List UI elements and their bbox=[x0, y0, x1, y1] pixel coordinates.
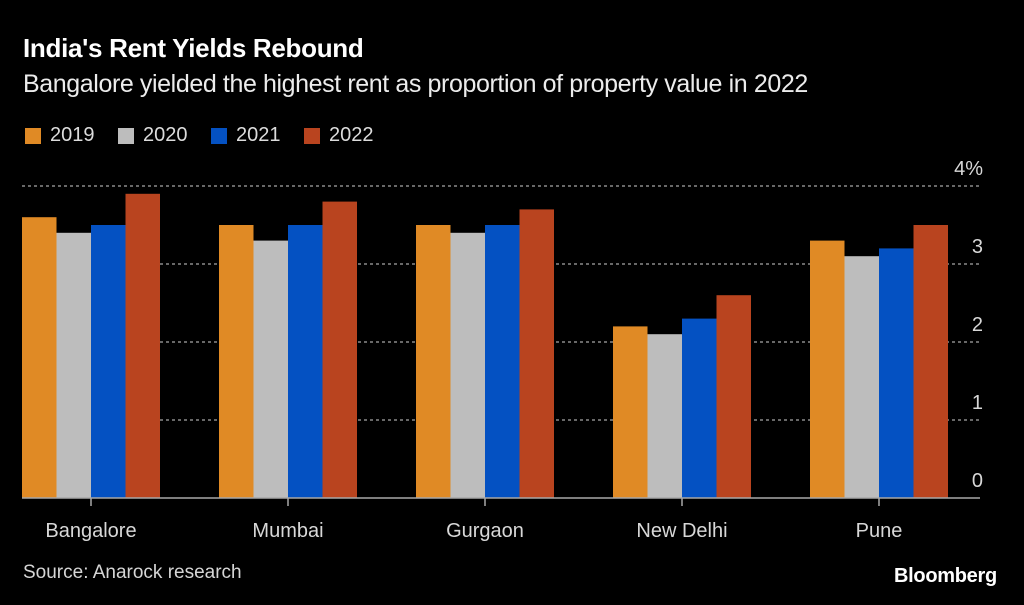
bar-mumbai-2019 bbox=[219, 225, 254, 498]
bar-bangalore-2020 bbox=[56, 232, 91, 499]
source-note: Source: Anarock research bbox=[23, 562, 242, 583]
y-tick-label-3: 3 bbox=[972, 236, 983, 258]
bar-mumbai-2020 bbox=[253, 240, 288, 498]
chart-subtitle: Bangalore yielded the highest rent as pr… bbox=[23, 70, 808, 98]
bar-bangalore-2022 bbox=[125, 193, 160, 499]
y-tick-label-1: 1 bbox=[972, 392, 983, 414]
x-tick-label-pune: Pune bbox=[856, 520, 903, 542]
x-tick-label-mumbai: Mumbai bbox=[252, 520, 323, 542]
legend-item-2019: 2019 bbox=[25, 124, 118, 147]
legend-swatch-2022 bbox=[304, 127, 320, 144]
legend-item-2020: 2020 bbox=[118, 124, 211, 147]
bar-new-delhi-2021 bbox=[682, 318, 717, 498]
bar-bangalore-2019 bbox=[22, 217, 57, 498]
bar-pune-2020 bbox=[844, 256, 879, 498]
legend-label-2019: 2019 bbox=[50, 124, 95, 146]
bar-gurgaon-2022 bbox=[519, 209, 554, 498]
y-tick-label-0: 0 bbox=[972, 470, 983, 492]
x-tick-label-gurgaon: Gurgaon bbox=[446, 520, 524, 542]
bar-new-delhi-2022 bbox=[716, 295, 751, 498]
bar-mumbai-2022 bbox=[322, 201, 357, 498]
legend: 2019 2020 2021 2022 bbox=[25, 124, 397, 147]
bar-gurgaon-2019 bbox=[416, 225, 451, 498]
bar-new-delhi-2019 bbox=[613, 326, 648, 498]
bar-new-delhi-2020 bbox=[647, 334, 682, 498]
bar-mumbai-2021 bbox=[288, 225, 323, 498]
bar-bangalore-2021 bbox=[91, 225, 126, 498]
legend-swatch-2021 bbox=[211, 127, 227, 144]
legend-label-2022: 2022 bbox=[329, 124, 374, 146]
bar-pune-2021 bbox=[879, 248, 914, 498]
legend-item-2022: 2022 bbox=[304, 124, 397, 147]
legend-label-2020: 2020 bbox=[143, 124, 188, 146]
x-tick-label-new-delhi: New Delhi bbox=[636, 520, 727, 542]
legend-item-2021: 2021 bbox=[211, 124, 304, 147]
legend-swatch-2019 bbox=[25, 127, 41, 144]
chart-title: India's Rent Yields Rebound bbox=[23, 33, 364, 63]
bar-gurgaon-2020 bbox=[450, 232, 485, 499]
legend-swatch-2020 bbox=[118, 127, 134, 144]
bar-pune-2019 bbox=[810, 240, 845, 498]
bar-pune-2022 bbox=[913, 225, 948, 498]
bloomberg-logo: Bloomberg bbox=[894, 565, 997, 587]
x-tick-label-bangalore: Bangalore bbox=[45, 520, 136, 542]
legend-label-2021: 2021 bbox=[236, 124, 281, 146]
y-tick-label-2: 2 bbox=[972, 314, 983, 336]
bar-gurgaon-2021 bbox=[485, 225, 520, 498]
y-tick-label-4: 4% bbox=[954, 158, 983, 180]
